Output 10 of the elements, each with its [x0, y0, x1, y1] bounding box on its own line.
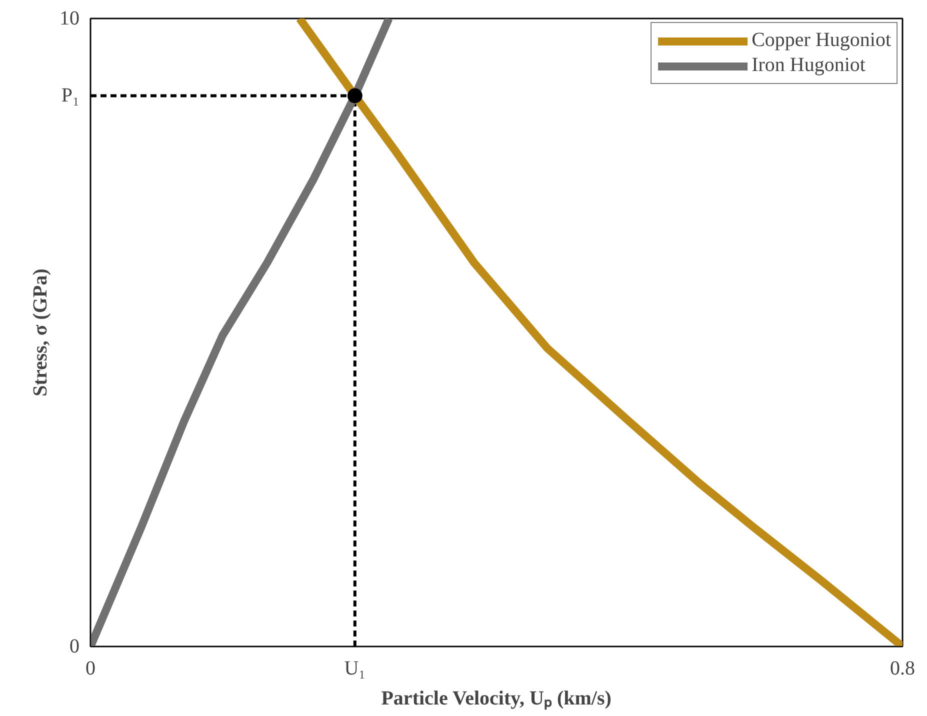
y-axis-title: Stress, σ (GPa) — [30, 268, 52, 396]
y-tick-label: 10 — [60, 8, 80, 30]
x-tick-label: 0.8 — [890, 658, 915, 680]
x-axis-title: Particle Velocity, Uₚ (km/s) — [381, 688, 612, 710]
legend-label: Iron Hugoniot — [752, 54, 866, 77]
y-tick-label: P₁ — [61, 84, 80, 107]
legend-label: Copper Hugoniot — [752, 29, 891, 52]
x-tick-label: U₁ — [344, 658, 366, 680]
x-tick-label: 0 — [86, 658, 96, 680]
y-tick-label: 0 — [70, 636, 80, 658]
